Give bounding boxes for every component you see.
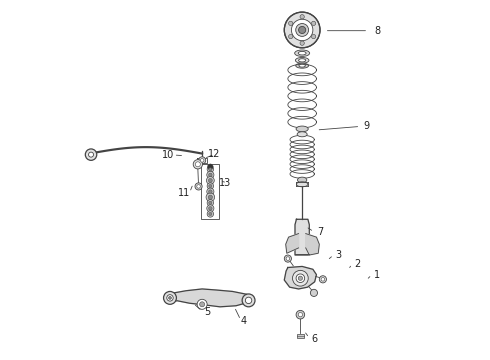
Circle shape <box>89 152 94 157</box>
Circle shape <box>209 168 212 171</box>
Circle shape <box>292 19 313 41</box>
Polygon shape <box>306 234 319 255</box>
Circle shape <box>197 299 207 309</box>
Circle shape <box>310 289 318 296</box>
Circle shape <box>169 296 171 299</box>
Circle shape <box>245 297 252 303</box>
Circle shape <box>207 205 214 212</box>
Circle shape <box>209 201 212 204</box>
Circle shape <box>198 157 206 164</box>
Circle shape <box>298 26 306 33</box>
Ellipse shape <box>299 64 305 67</box>
Text: 7: 7 <box>317 227 323 237</box>
Circle shape <box>242 294 255 307</box>
Bar <box>297 334 304 338</box>
Text: 1: 1 <box>374 270 380 280</box>
Text: 12: 12 <box>208 149 221 159</box>
Circle shape <box>321 278 325 281</box>
Text: 10: 10 <box>162 150 174 160</box>
Circle shape <box>85 149 97 160</box>
Polygon shape <box>284 266 317 289</box>
Circle shape <box>296 23 309 36</box>
Text: 3: 3 <box>335 250 341 260</box>
Circle shape <box>209 207 212 210</box>
Ellipse shape <box>296 63 309 68</box>
Circle shape <box>200 158 204 162</box>
Circle shape <box>300 41 304 45</box>
Ellipse shape <box>298 59 306 62</box>
Circle shape <box>209 184 212 188</box>
Circle shape <box>207 166 214 172</box>
Circle shape <box>196 162 200 167</box>
Ellipse shape <box>297 177 307 183</box>
Circle shape <box>167 295 173 301</box>
Circle shape <box>206 176 214 184</box>
Circle shape <box>164 292 176 304</box>
Circle shape <box>209 190 212 193</box>
Circle shape <box>207 164 213 170</box>
Circle shape <box>319 276 326 283</box>
Circle shape <box>296 310 305 319</box>
Text: 11: 11 <box>178 188 191 198</box>
Circle shape <box>208 195 213 199</box>
Circle shape <box>298 276 302 280</box>
Ellipse shape <box>296 182 308 187</box>
Circle shape <box>298 312 302 317</box>
Ellipse shape <box>295 58 309 63</box>
Circle shape <box>209 212 212 216</box>
Circle shape <box>193 159 202 169</box>
Circle shape <box>208 179 212 183</box>
Bar <box>201 164 220 219</box>
Circle shape <box>207 183 214 189</box>
Text: 4: 4 <box>240 316 246 326</box>
Circle shape <box>289 35 293 39</box>
Circle shape <box>207 211 214 217</box>
Ellipse shape <box>294 50 310 57</box>
Text: 13: 13 <box>219 178 231 188</box>
Circle shape <box>207 199 214 206</box>
Text: 6: 6 <box>312 334 318 344</box>
Ellipse shape <box>297 132 307 137</box>
Circle shape <box>284 12 320 48</box>
Circle shape <box>312 35 316 39</box>
Circle shape <box>206 193 215 202</box>
Circle shape <box>312 21 316 26</box>
Circle shape <box>199 302 205 307</box>
Circle shape <box>207 171 214 179</box>
Ellipse shape <box>298 51 306 55</box>
Text: 8: 8 <box>374 26 380 36</box>
Circle shape <box>209 173 212 177</box>
Circle shape <box>284 255 292 262</box>
Text: 5: 5 <box>204 307 211 317</box>
Circle shape <box>197 185 200 188</box>
Circle shape <box>300 15 304 19</box>
Circle shape <box>293 270 308 286</box>
Polygon shape <box>295 219 309 255</box>
Circle shape <box>195 183 202 190</box>
Circle shape <box>289 21 293 26</box>
Polygon shape <box>170 289 248 307</box>
Text: 9: 9 <box>364 121 369 131</box>
Circle shape <box>286 257 290 260</box>
Circle shape <box>207 188 214 195</box>
Ellipse shape <box>296 126 308 132</box>
Circle shape <box>296 274 305 283</box>
Polygon shape <box>286 234 298 253</box>
Text: 2: 2 <box>354 259 361 269</box>
